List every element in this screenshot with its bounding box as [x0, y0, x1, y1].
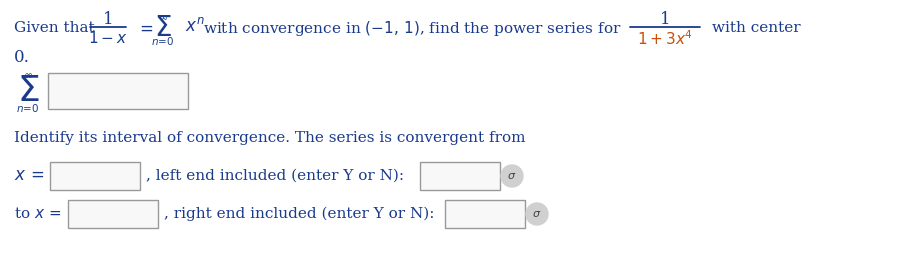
FancyBboxPatch shape: [48, 73, 188, 109]
Text: to $x\,=$: to $x\,=$: [14, 206, 62, 222]
Text: Given that: Given that: [14, 21, 95, 35]
FancyBboxPatch shape: [420, 162, 499, 190]
Text: with convergence in $(-1,\,1)$, find the power series for: with convergence in $(-1,\,1)$, find the…: [203, 18, 621, 38]
Text: $\infty$: $\infty$: [158, 12, 168, 22]
Text: $x\,=$: $x\,=$: [14, 168, 45, 184]
Text: $n\!=\!0$: $n\!=\!0$: [16, 102, 40, 114]
Text: $=$: $=$: [136, 20, 153, 36]
Text: $1+3x^4$: $1+3x^4$: [636, 30, 692, 48]
Circle shape: [500, 165, 522, 187]
Text: $\Sigma$: $\Sigma$: [16, 74, 39, 108]
FancyBboxPatch shape: [68, 200, 158, 228]
Text: $\infty$: $\infty$: [23, 70, 33, 80]
Text: Identify its interval of convergence. The series is convergent from: Identify its interval of convergence. Th…: [14, 131, 525, 145]
FancyBboxPatch shape: [445, 200, 525, 228]
Text: $n\!=\!0$: $n\!=\!0$: [151, 35, 175, 47]
Text: $1-x$: $1-x$: [88, 30, 128, 46]
Text: with center: with center: [711, 21, 800, 35]
Text: $x^n$: $x^n$: [185, 17, 204, 35]
Text: 0.: 0.: [14, 49, 30, 67]
Text: 1: 1: [659, 10, 670, 28]
Circle shape: [526, 203, 548, 225]
Text: $\sigma$: $\sigma$: [507, 171, 517, 181]
Text: , right end included (enter Y or N):: , right end included (enter Y or N):: [164, 207, 434, 221]
FancyBboxPatch shape: [50, 162, 140, 190]
Text: $\Sigma$: $\Sigma$: [154, 15, 171, 41]
Text: , left end included (enter Y or N):: , left end included (enter Y or N):: [146, 169, 404, 183]
Text: $\sigma$: $\sigma$: [532, 209, 541, 219]
Text: 1: 1: [103, 10, 113, 28]
